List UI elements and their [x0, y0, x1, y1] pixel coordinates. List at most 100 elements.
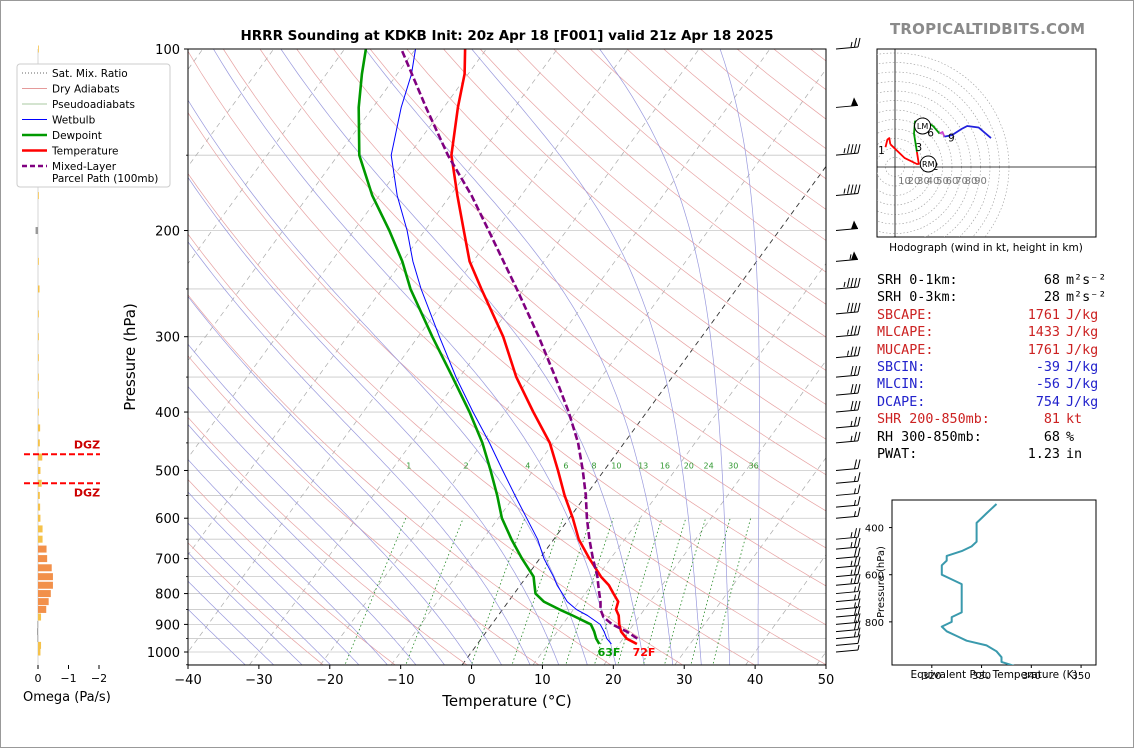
wind-barb-full — [854, 325, 857, 335]
hodograph-storm-marker — [914, 117, 932, 135]
legend: Sat. Mix. Ratio Dry Adiabats Pseudoadiabat… — [16, 63, 171, 188]
wind-barb — [835, 459, 861, 471]
x-tick-label: 40 — [747, 673, 764, 688]
skewt-profiles — [357, 49, 639, 646]
mixing-ratio-label: 2 — [464, 461, 469, 470]
y-tick-label: 600 — [155, 512, 180, 527]
stat-label: RH 300-850mb: — [877, 429, 982, 445]
pseudoadiabat-line — [471, 49, 702, 665]
omega-bar — [38, 453, 43, 461]
wind-barb-full — [854, 556, 857, 566]
isotherm-line — [745, 554, 826, 665]
wind-barb-shaft — [835, 311, 859, 315]
wind-barb-full — [857, 547, 861, 557]
hodograph-ring-label: 50 — [936, 176, 949, 187]
stat-label: SRH 0-3km: — [877, 290, 958, 306]
stat-row: SBCIN: -39 J/kg — [877, 359, 1106, 376]
mixing-ratio-line — [541, 518, 592, 665]
pseudoadiabat-line — [188, 491, 360, 665]
series-wetbulb — [390, 49, 612, 645]
wind-barb-full — [857, 144, 861, 154]
wind-barb-half — [843, 148, 846, 154]
wind-barb-full — [854, 613, 857, 623]
pseudoadiabat-line — [188, 423, 417, 665]
x-tick-label: 30 — [676, 673, 693, 688]
stat-unit: J/kg — [1066, 377, 1099, 393]
wind-barb — [835, 346, 861, 359]
wind-barb — [835, 613, 861, 625]
wind-barb-full — [847, 144, 850, 154]
stat-unit: J/kg — [1066, 325, 1099, 341]
wind-barb-shaft — [835, 599, 859, 603]
stat-value: 1761 — [1027, 342, 1060, 358]
wind-barb-half — [850, 569, 853, 575]
hodograph-segment — [884, 137, 892, 148]
pseudoadiabat-line — [188, 241, 531, 665]
legend-label: Temperature — [51, 146, 119, 158]
isotherm-line — [188, 49, 275, 168]
dry-adiabat-line — [479, 49, 826, 338]
wind-barb — [835, 644, 860, 653]
legend-label: Dry Adiabats — [52, 84, 120, 96]
wind-barb-full — [857, 459, 861, 469]
pseudoadiabat-line — [188, 608, 246, 665]
wind-barb-full — [854, 346, 857, 356]
x-tick-label: −20 — [316, 673, 343, 688]
hodograph-frame — [876, 48, 1097, 238]
omega-x-tick-label: −1 — [60, 672, 76, 685]
x-tick-label: 50 — [818, 673, 835, 688]
theta-e-xlabel: Equivalent Pot. Temperature (K) — [910, 669, 1077, 681]
stat-value: 1761 — [1027, 307, 1060, 323]
wind-barb-half — [854, 499, 856, 506]
omega-bar — [38, 192, 39, 200]
stat-row: PWAT: 1.23 in — [877, 446, 1106, 463]
chart-title: HRRR Sounding at KDKB Init: 20z Apr 18 [… — [240, 28, 773, 44]
wind-barb-full — [850, 365, 854, 376]
mixing-ratio-line — [712, 518, 752, 665]
wind-barb-half — [854, 488, 856, 494]
wind-barb-shaft — [835, 642, 859, 646]
pseudoadiabat-line — [213, 49, 617, 665]
wind-barb-full — [857, 582, 861, 592]
hodograph-height-label: 6 — [927, 128, 934, 140]
wind-barb-full — [857, 565, 861, 575]
wind-barb-shaft — [835, 574, 859, 578]
x-tick-label: −40 — [174, 673, 201, 688]
theta-e-panel: 320 330 340 350 400 600 800 — [865, 499, 1097, 682]
wind-barb — [835, 547, 861, 560]
wind-barb-full — [857, 400, 861, 411]
omega-bar — [38, 491, 40, 499]
hodograph-ring-label: 10 — [898, 176, 911, 187]
wind-barb — [835, 144, 861, 156]
wind-barb-half — [850, 541, 853, 548]
wind-barb-full — [854, 37, 857, 48]
y-tick-label: 500 — [155, 464, 180, 479]
wind-barb-full — [850, 144, 854, 154]
skewt-frame — [187, 48, 827, 666]
stat-label: MLCIN: — [877, 377, 926, 393]
omega-bar — [35, 227, 38, 235]
wind-barb-flag — [851, 251, 858, 260]
hodograph-height-label: 1 — [878, 145, 885, 157]
stat-label: MUCAPE: — [877, 342, 934, 358]
omega-bar — [37, 620, 39, 628]
dry-adiabat-line — [188, 479, 396, 665]
wind-barb-half — [850, 560, 853, 566]
wind-barb — [835, 620, 861, 633]
wind-barb-shaft — [835, 536, 859, 540]
stat-value: 81 — [1043, 412, 1060, 428]
omega-bar — [38, 466, 41, 474]
wind-barb-full — [854, 384, 857, 394]
wind-barb-half — [850, 532, 853, 538]
omega-bar — [38, 424, 41, 432]
series-temperature — [450, 49, 638, 646]
wind-barb-full — [854, 400, 857, 411]
stat-unit: % — [1066, 429, 1075, 445]
hodograph-panel: 10203040506070809012369LMRM — [876, 48, 1097, 238]
omega-bar — [38, 439, 40, 447]
wind-barb-full — [857, 574, 861, 584]
legend-label: Pseudoadiabats — [52, 99, 135, 111]
wind-barb-half — [854, 511, 856, 517]
pseudoadiabat-line — [188, 522, 332, 665]
